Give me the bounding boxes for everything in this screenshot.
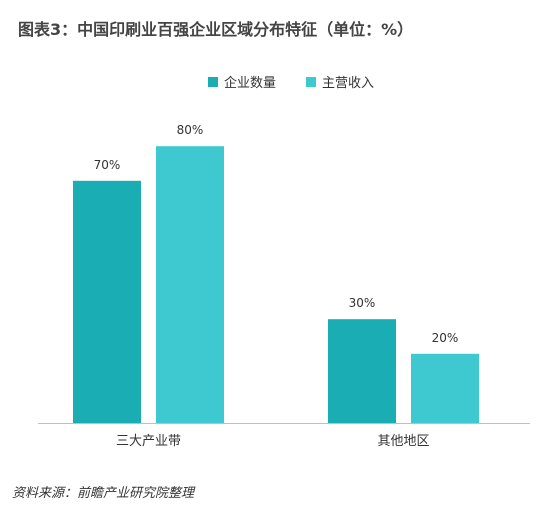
legend-swatch-series-2 [306,76,317,87]
data-label-2-1: 80% [177,123,204,137]
category-label-2: 其他地区 [377,434,429,449]
data-label-2-2: 20% [432,331,459,345]
legend-item-series-2: 主营收入 [306,72,374,91]
bar-2-2 [411,353,479,423]
bar-1-2 [328,319,396,423]
category-label-1: 三大产业带 [116,434,181,449]
legend-label-series-1: 企业数量 [224,76,277,91]
bar-1-1 [73,180,141,423]
source-note: 资料来源：前瞻产业研究院整理 [12,486,195,501]
legend-item-series-1: 企业数量 [208,72,276,91]
data-label-1-2: 30% [349,296,376,310]
data-label-1-1: 70% [94,158,121,172]
legend-swatch-series-1 [208,76,218,87]
legend: 企业数量 主营收入 [208,72,374,91]
chart-title: 图表3：中国印刷业百强企业区域分布特征（单位：%） [18,20,414,39]
legend-label-series-2: 主营收入 [322,76,375,91]
bar-2-1 [156,146,224,423]
